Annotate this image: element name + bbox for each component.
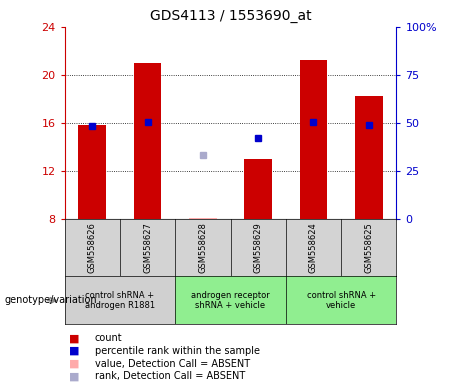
Title: GDS4113 / 1553690_at: GDS4113 / 1553690_at xyxy=(150,9,311,23)
Text: count: count xyxy=(95,333,122,343)
Text: GSM558629: GSM558629 xyxy=(254,222,263,273)
Bar xyxy=(134,63,161,219)
Text: percentile rank within the sample: percentile rank within the sample xyxy=(95,346,260,356)
Text: rank, Detection Call = ABSENT: rank, Detection Call = ABSENT xyxy=(95,371,245,381)
Text: ■: ■ xyxy=(69,333,80,343)
Text: GSM558626: GSM558626 xyxy=(88,222,97,273)
Text: value, Detection Call = ABSENT: value, Detection Call = ABSENT xyxy=(95,359,249,369)
Text: GSM558628: GSM558628 xyxy=(198,222,207,273)
Bar xyxy=(355,96,383,219)
Bar xyxy=(286,276,396,324)
Bar xyxy=(78,125,106,219)
Text: ■: ■ xyxy=(69,346,80,356)
Text: ■: ■ xyxy=(69,371,80,381)
Text: GSM558627: GSM558627 xyxy=(143,222,152,273)
Text: genotype/variation: genotype/variation xyxy=(5,295,97,306)
Bar xyxy=(300,61,327,219)
Text: GSM558625: GSM558625 xyxy=(364,222,373,273)
Text: androgen receptor
shRNA + vehicle: androgen receptor shRNA + vehicle xyxy=(191,291,270,310)
Text: ■: ■ xyxy=(69,359,80,369)
Bar xyxy=(244,159,272,219)
Bar xyxy=(65,276,175,324)
Text: control shRNA +
androgen R1881: control shRNA + androgen R1881 xyxy=(85,291,155,310)
Text: GSM558624: GSM558624 xyxy=(309,222,318,273)
Bar xyxy=(189,218,217,219)
Text: control shRNA +
vehicle: control shRNA + vehicle xyxy=(307,291,376,310)
Bar xyxy=(175,276,286,324)
